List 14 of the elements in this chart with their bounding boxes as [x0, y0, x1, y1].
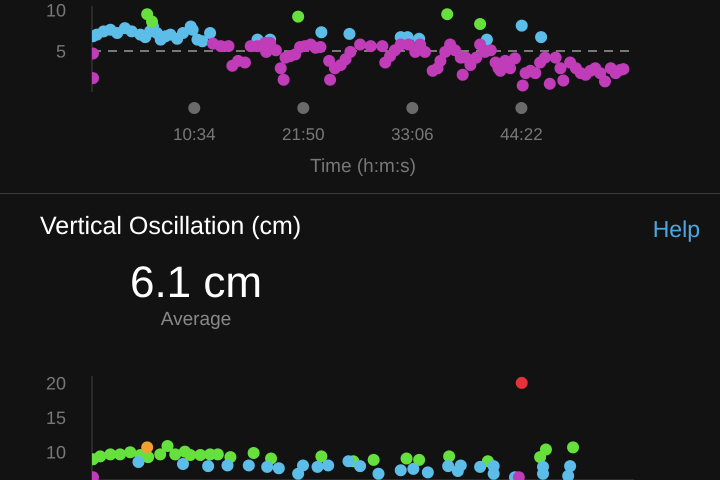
y-tick-label: 10 [46, 442, 66, 463]
text: 6.1 cm [128, 258, 264, 308]
x-tick-label: 10:34 [173, 125, 216, 144]
chart-title: Vertical Oscillation (cm) [40, 212, 302, 241]
x-tick-label: 44:22 [500, 125, 543, 144]
x-axis-title: Time (h:m:s) [310, 156, 416, 177]
y-tick-label: 10 [46, 0, 66, 20]
x-tick-label: 21:50 [282, 125, 325, 144]
x-tick-label: 33:06 [391, 125, 434, 144]
y-tick-label: 15 [46, 408, 66, 428]
text: Average [160, 309, 232, 331]
text: Help [652, 216, 700, 243]
y-tick-label: 20 [46, 373, 66, 394]
y-tick-label: 5 [56, 41, 66, 62]
